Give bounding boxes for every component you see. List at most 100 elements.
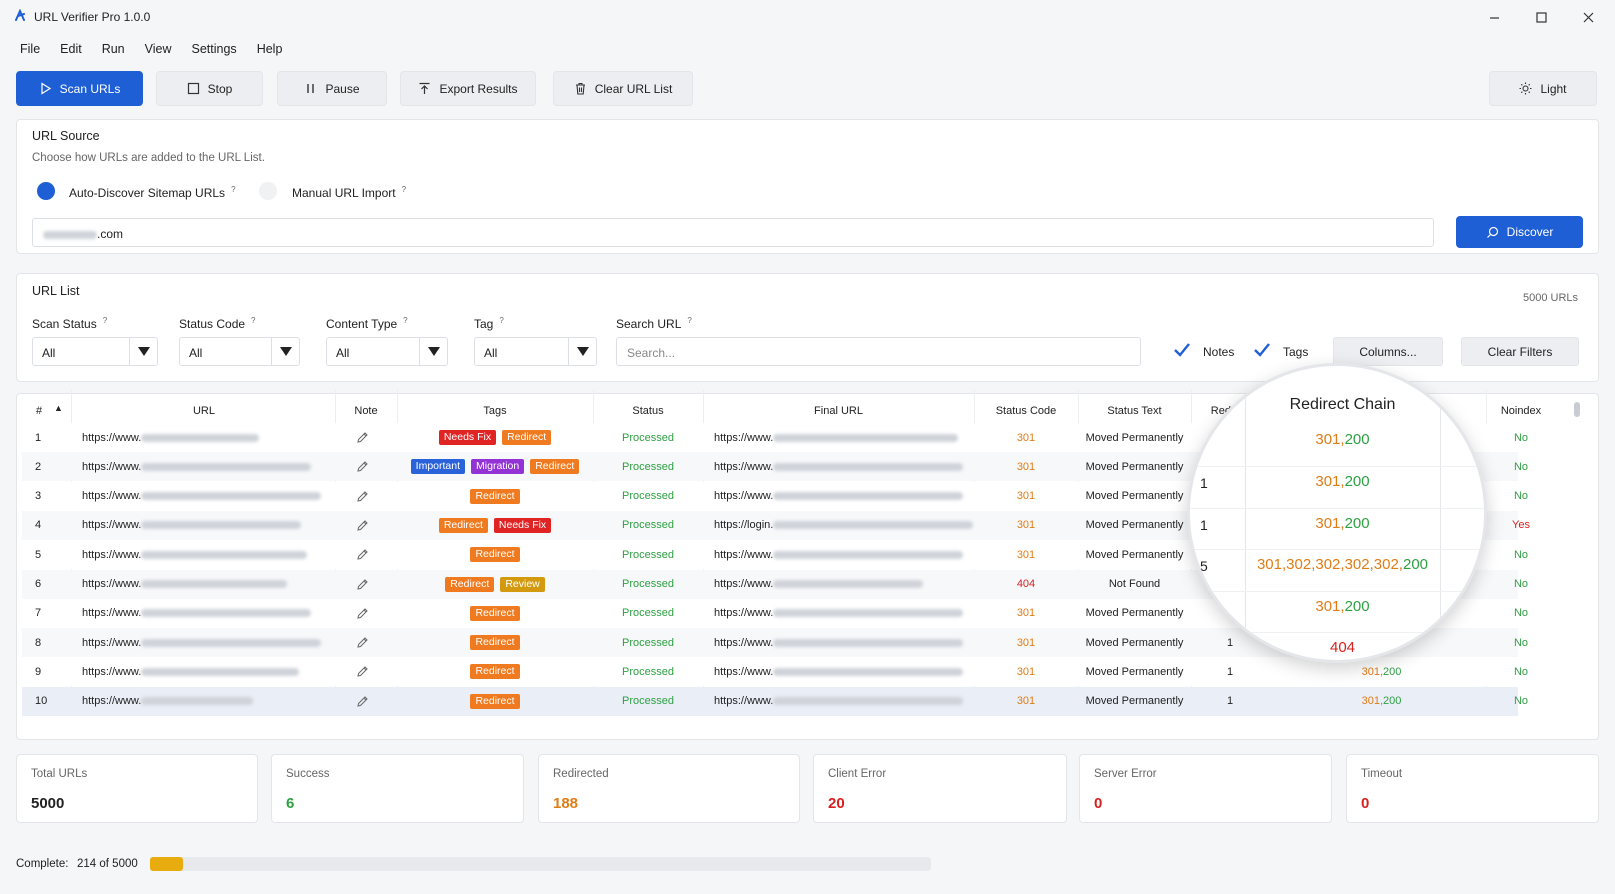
edit-note-icon[interactable] [356, 460, 369, 473]
discover-button[interactable]: Discover [1456, 216, 1583, 248]
table-row[interactable]: 8 https://www. Redirect Processed https://ww… [22, 628, 1528, 658]
final-url-cell[interactable]: https://www. [714, 452, 964, 481]
url-cell[interactable]: https://www. [82, 687, 254, 716]
tag-badge[interactable]: Redirect [530, 459, 580, 475]
manual-import-option[interactable]: Manual URL Import? [292, 185, 406, 200]
help-icon[interactable]: ? [251, 316, 256, 325]
url-cell[interactable]: https://www. [82, 452, 312, 481]
notes-checkbox[interactable] [1173, 341, 1191, 359]
final-url-cell[interactable]: https://www. [714, 540, 964, 569]
edit-note-icon[interactable] [356, 665, 369, 678]
tag-badge[interactable]: Review [500, 576, 545, 592]
tag-badge[interactable]: Needs Fix [493, 517, 552, 533]
tag-badge[interactable]: Important [410, 459, 466, 475]
url-cell[interactable]: https://www. [82, 511, 302, 540]
column-header-status-text[interactable]: Status Text [1107, 405, 1162, 417]
clear-filters-button[interactable]: Clear Filters [1461, 337, 1579, 366]
url-cell[interactable]: https://www. [82, 482, 322, 511]
maximize-button[interactable] [1530, 6, 1552, 28]
final-url-cell[interactable]: https://www. [714, 657, 964, 686]
url-cell[interactable]: https://www. [82, 540, 308, 569]
column-header-final-url[interactable]: Final URL [814, 405, 863, 417]
final-url-cell[interactable]: https://www. [714, 687, 964, 716]
clear-url-list-button[interactable]: Clear URL List [553, 71, 693, 106]
tag-badge[interactable]: Redirect [470, 635, 520, 651]
note-cell[interactable] [352, 687, 372, 716]
note-cell[interactable] [352, 482, 372, 511]
scan-status-select[interactable]: All [32, 337, 158, 366]
menu-settings[interactable]: Settings [191, 42, 237, 56]
final-url-cell[interactable]: https://login. [714, 511, 974, 540]
columns-button[interactable]: Columns... [1333, 337, 1443, 366]
status-code-select[interactable]: All [179, 337, 300, 366]
edit-note-icon[interactable] [356, 519, 369, 532]
edit-note-icon[interactable] [356, 695, 369, 708]
tag-badge[interactable]: Redirect [438, 517, 488, 533]
content-type-select[interactable]: All [326, 337, 448, 366]
search-url-input[interactable]: Search... [616, 337, 1141, 366]
column-header-status[interactable]: Status [632, 405, 664, 417]
tag-badge[interactable]: Redirect [470, 664, 520, 680]
help-icon[interactable]: ? [231, 185, 236, 194]
menu-file[interactable]: File [20, 42, 41, 56]
export-results-button[interactable]: Export Results [400, 71, 536, 106]
url-cell[interactable]: https://www. [82, 657, 300, 686]
help-icon[interactable]: ? [499, 316, 504, 325]
final-url-cell[interactable]: https://www. [714, 482, 964, 511]
column-header-note[interactable]: Note [354, 405, 378, 417]
edit-note-icon[interactable] [356, 636, 369, 649]
final-url-cell[interactable]: https://www. [714, 628, 964, 657]
menu-edit[interactable]: Edit [60, 42, 82, 56]
close-button[interactable] [1577, 6, 1599, 28]
edit-note-icon[interactable] [356, 548, 369, 561]
menu-view[interactable]: View [144, 42, 172, 56]
final-url-cell[interactable]: https://www. [714, 599, 964, 628]
note-cell[interactable] [352, 423, 372, 452]
help-icon[interactable]: ? [687, 316, 692, 325]
url-cell[interactable]: https://www. [82, 423, 260, 452]
note-cell[interactable] [352, 628, 372, 657]
note-cell[interactable] [352, 452, 372, 481]
note-cell[interactable] [352, 599, 372, 628]
table-row[interactable]: 10 https://www. Redirect Processed https://w… [22, 686, 1528, 716]
auto-discover-radio[interactable] [37, 182, 55, 200]
menu-help[interactable]: Help [256, 42, 283, 56]
tag-badge[interactable]: Redirect [470, 693, 520, 709]
note-cell[interactable] [352, 657, 372, 686]
tag-badge[interactable]: Redirect [445, 576, 495, 592]
note-cell[interactable] [352, 570, 372, 599]
minimize-button[interactable] [1483, 6, 1505, 28]
tag-badge[interactable]: Redirect [502, 430, 552, 445]
tag-select[interactable]: All [474, 337, 597, 366]
tag-badge[interactable]: Needs Fix [438, 430, 497, 445]
column-header-status-code[interactable]: Status Code [995, 405, 1057, 417]
edit-note-icon[interactable] [356, 490, 369, 503]
stop-button[interactable]: Stop [156, 71, 263, 106]
scan-urls-button[interactable]: Scan URLs [16, 71, 143, 106]
edit-note-icon[interactable] [356, 607, 369, 620]
theme-toggle-button[interactable]: Light [1489, 71, 1597, 106]
column-header-noindex[interactable]: Noindex [1500, 405, 1542, 417]
tag-badge[interactable]: Redirect [470, 605, 520, 621]
tag-badge[interactable]: Redirect [470, 488, 520, 504]
final-url-cell[interactable]: https://www. [714, 423, 959, 452]
note-cell[interactable] [352, 511, 372, 540]
domain-input[interactable]: .com [32, 218, 1434, 247]
url-cell[interactable]: https://www. [82, 599, 312, 628]
auto-discover-option[interactable]: Auto-Discover Sitemap URLs? [69, 185, 236, 200]
url-cell[interactable]: https://www. [82, 570, 288, 599]
column-header-url[interactable]: URL [192, 405, 215, 417]
help-icon[interactable]: ? [401, 185, 407, 194]
table-scrollbar-thumb[interactable] [1574, 402, 1580, 417]
column-header-tags[interactable]: Tags [483, 405, 507, 417]
edit-note-icon[interactable] [356, 578, 369, 591]
menu-run[interactable]: Run [101, 42, 125, 56]
tag-badge[interactable]: Migration [471, 459, 525, 475]
edit-note-icon[interactable] [356, 431, 369, 444]
final-url-cell[interactable]: https://www. [714, 570, 924, 599]
tags-checkbox[interactable] [1253, 341, 1271, 359]
column-header-number[interactable]: # [35, 405, 43, 417]
manual-import-radio[interactable] [259, 182, 277, 200]
note-cell[interactable] [352, 540, 372, 569]
sort-ascending-icon[interactable]: ▲ [54, 403, 63, 413]
